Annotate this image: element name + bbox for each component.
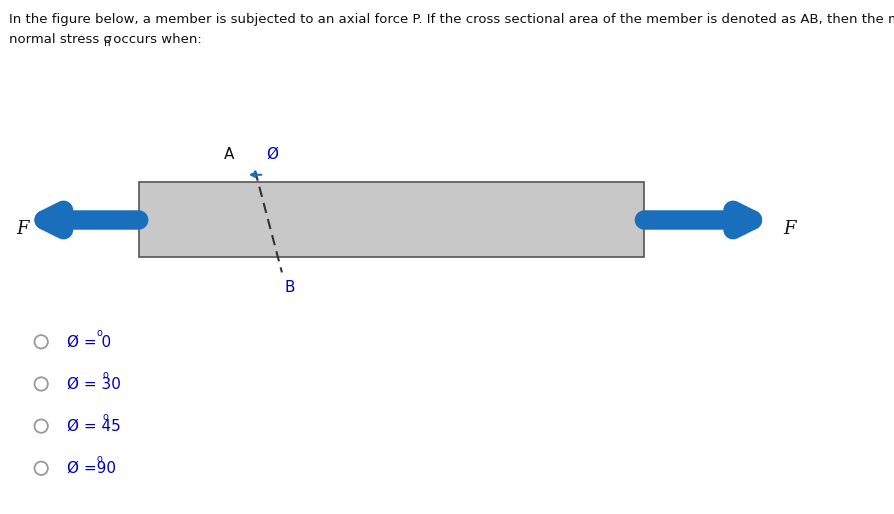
Bar: [139, 182, 644, 257]
Text: In the figure below, a member is subjected to an axial force P. If the cross sec: In the figure below, a member is subject…: [9, 13, 894, 26]
Text: normal stress σ: normal stress σ: [9, 33, 112, 46]
Text: o: o: [102, 370, 108, 380]
Text: Ø: Ø: [266, 147, 278, 162]
Text: n: n: [104, 38, 111, 48]
Text: o: o: [97, 327, 102, 338]
Text: A: A: [224, 147, 234, 162]
Text: B: B: [284, 280, 295, 295]
Text: F: F: [16, 219, 29, 238]
Text: Ø = 45: Ø = 45: [67, 418, 121, 434]
Text: occurs when:: occurs when:: [109, 33, 202, 46]
Text: Ø =90: Ø =90: [67, 461, 116, 476]
Text: o: o: [102, 412, 108, 422]
Text: F: F: [782, 219, 795, 238]
Text: Ø = 0: Ø = 0: [67, 334, 111, 350]
Text: Ø = 30: Ø = 30: [67, 376, 121, 392]
Text: o: o: [97, 454, 102, 464]
